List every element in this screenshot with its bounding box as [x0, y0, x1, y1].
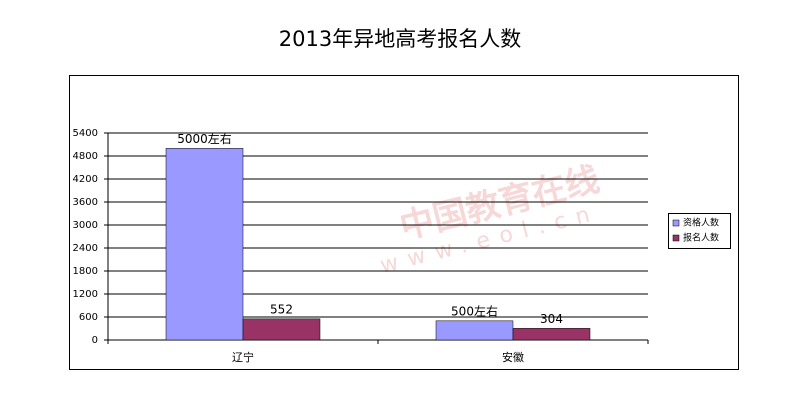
chart-title: 2013年异地高考报名人数 [279, 27, 521, 51]
legend-swatch [672, 219, 680, 227]
legend-label: 资格人数 [683, 217, 719, 229]
data-label: 500左右 [451, 303, 498, 318]
y-tick-label: 4200 [73, 174, 98, 185]
y-tick-label: 4800 [73, 151, 98, 162]
data-label: 5000左右 [177, 131, 232, 146]
y-tick-label: 600 [79, 312, 98, 323]
data-label: 304 [540, 312, 563, 326]
bar [242, 318, 321, 341]
bar [435, 320, 514, 341]
chart-frame [69, 75, 739, 370]
y-tick-label: 1800 [73, 266, 98, 277]
y-tick-label: 1200 [73, 289, 98, 300]
x-tick-label: 安徽 [502, 350, 524, 364]
data-label: 552 [270, 302, 293, 316]
y-tick-label: 5400 [73, 128, 98, 139]
y-tick-label: 2400 [73, 243, 98, 254]
bar [512, 328, 591, 341]
x-tick-label: 辽宁 [232, 350, 254, 364]
y-tick-label: 3600 [73, 197, 98, 208]
legend-label: 报名人数 [683, 232, 719, 244]
legend-box [668, 213, 731, 249]
y-tick-label: 3000 [73, 220, 98, 231]
legend-swatch [672, 234, 680, 242]
y-tick-label: 0 [92, 335, 98, 346]
bar [165, 148, 244, 341]
